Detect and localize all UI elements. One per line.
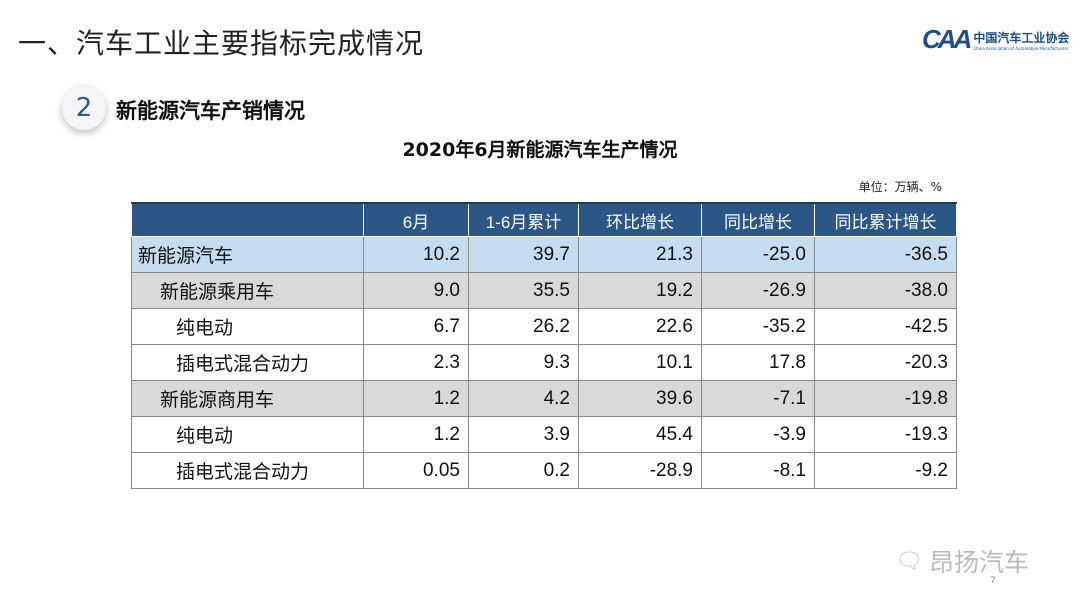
table-row: 插电式混合动力 2.3 9.3 10.1 17.8 -20.3 [131, 344, 957, 381]
row-label: 纯电动 [131, 308, 364, 345]
cell-value: 6.7 [363, 308, 469, 345]
cell-value: 9.0 [363, 272, 469, 309]
logo: CAA 中国汽车工业协会 China Association of Automo… [922, 24, 1069, 55]
cell-value: 21.3 [578, 236, 702, 273]
cell-value: -26.9 [701, 272, 815, 309]
cell-value: 10.1 [578, 344, 702, 381]
cell-value: -7.1 [701, 380, 815, 417]
section-number: 2 [62, 86, 106, 130]
cell-value: 17.8 [701, 344, 815, 381]
cell-value: -28.9 [578, 452, 702, 489]
row-label: 插电式混合动力 [131, 452, 364, 489]
table-row: 插电式混合动力 0.05 0.2 -28.9 -8.1 -9.2 [131, 452, 957, 489]
column-header [131, 202, 364, 237]
row-label: 新能源乘用车 [131, 272, 364, 309]
wechat-icon: 🗨 [895, 548, 923, 574]
cell-value: -9.2 [814, 452, 957, 489]
watermark: 🗨 昂扬汽车 [895, 543, 1029, 579]
column-header: 环比增长 [578, 202, 702, 237]
cell-value: -3.9 [701, 416, 815, 453]
slide-title: 一、汽车工业主要指标完成情况 [18, 27, 425, 60]
row-label: 纯电动 [131, 416, 364, 453]
cell-value: 39.6 [578, 380, 702, 417]
cell-value: 0.2 [468, 452, 579, 489]
cell-value: 1.2 [363, 416, 469, 453]
cell-value: -36.5 [814, 236, 957, 273]
page-number: 7 [990, 576, 996, 586]
cell-value: 9.3 [468, 344, 579, 381]
table-row: 纯电动 1.2 3.9 45.4 -3.9 -19.3 [131, 416, 957, 453]
cell-value: 3.9 [468, 416, 579, 453]
column-header: 同比累计增长 [814, 202, 957, 237]
cell-value: -8.1 [701, 452, 815, 489]
cell-value: -25.0 [701, 236, 815, 273]
unit-label: 单位：万辆、% [858, 180, 942, 194]
cell-value: 35.5 [468, 272, 579, 309]
column-header: 1-6月累计 [468, 202, 579, 237]
data-table: 6月 1-6月累计 环比增长 同比增长 同比累计增长 新能源汽车 10.2 39.7… [131, 202, 957, 489]
cell-value: 10.2 [363, 236, 469, 273]
cell-value: 26.2 [468, 308, 579, 345]
table-row: 新能源乘用车 9.0 35.5 19.2 -26.9 -38.0 [131, 272, 957, 309]
row-label: 新能源商用车 [131, 380, 364, 417]
cell-value: -19.3 [814, 416, 957, 453]
cell-value: 0.05 [363, 452, 469, 489]
cell-value: -19.8 [814, 380, 957, 417]
table-row: 纯电动 6.7 26.2 22.6 -35.2 -42.5 [131, 308, 957, 345]
logo-name-en: China Association of Automobile Manufact… [973, 45, 1069, 51]
table-row: 新能源汽车 10.2 39.7 21.3 -25.0 -36.5 [131, 236, 957, 273]
cell-value: 45.4 [578, 416, 702, 453]
cell-value: -38.0 [814, 272, 957, 309]
cell-value: 2.3 [363, 344, 469, 381]
row-label: 插电式混合动力 [131, 344, 364, 381]
table-row: 新能源商用车 1.2 4.2 39.6 -7.1 -19.8 [131, 380, 957, 417]
cell-value: 4.2 [468, 380, 579, 417]
cell-value: 39.7 [468, 236, 579, 273]
section-title: 新能源汽车产销情况 [116, 99, 305, 123]
row-label: 新能源汽车 [131, 236, 364, 273]
watermark-text: 昂扬汽车 [928, 548, 1029, 577]
column-header: 同比增长 [701, 202, 815, 237]
cell-value: -20.3 [814, 344, 957, 381]
logo-name-cn: 中国汽车工业协会 [973, 30, 1070, 45]
cell-value: 19.2 [578, 272, 702, 309]
table-title: 2020年6月新能源汽车生产情况 [402, 139, 678, 161]
cell-value: -42.5 [814, 308, 957, 345]
cell-value: -35.2 [701, 308, 815, 345]
logo-mark-icon: CAA [922, 24, 972, 54]
column-header: 6月 [363, 202, 469, 237]
cell-value: 1.2 [363, 380, 469, 417]
cell-value: 22.6 [578, 308, 702, 345]
